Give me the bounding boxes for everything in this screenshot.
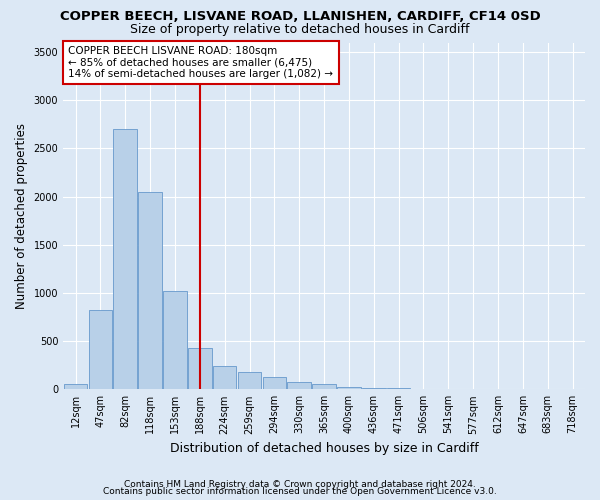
- Bar: [362, 388, 386, 390]
- Bar: [387, 388, 410, 390]
- Bar: [188, 348, 212, 390]
- Bar: [312, 384, 336, 390]
- Bar: [213, 366, 236, 390]
- Bar: [263, 377, 286, 390]
- Text: Contains public sector information licensed under the Open Government Licence v3: Contains public sector information licen…: [103, 487, 497, 496]
- Text: COPPER BEECH, LISVANE ROAD, LLANISHEN, CARDIFF, CF14 0SD: COPPER BEECH, LISVANE ROAD, LLANISHEN, C…: [59, 10, 541, 23]
- Bar: [64, 384, 88, 390]
- Bar: [139, 192, 162, 390]
- Bar: [238, 372, 262, 390]
- Text: Size of property relative to detached houses in Cardiff: Size of property relative to detached ho…: [130, 22, 470, 36]
- Bar: [89, 310, 112, 390]
- Bar: [337, 387, 361, 390]
- Y-axis label: Number of detached properties: Number of detached properties: [15, 123, 28, 309]
- Text: COPPER BEECH LISVANE ROAD: 180sqm
← 85% of detached houses are smaller (6,475)
1: COPPER BEECH LISVANE ROAD: 180sqm ← 85% …: [68, 46, 334, 79]
- Text: Contains HM Land Registry data © Crown copyright and database right 2024.: Contains HM Land Registry data © Crown c…: [124, 480, 476, 489]
- Bar: [412, 388, 435, 390]
- Bar: [113, 129, 137, 390]
- Bar: [287, 382, 311, 390]
- X-axis label: Distribution of detached houses by size in Cardiff: Distribution of detached houses by size …: [170, 442, 478, 455]
- Bar: [163, 291, 187, 390]
